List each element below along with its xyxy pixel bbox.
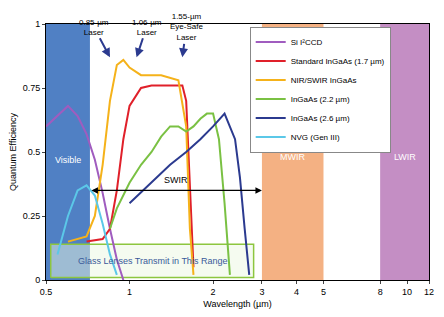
svg-text:NIR/SWIR InGaAs: NIR/SWIR InGaAs bbox=[291, 76, 357, 85]
svg-text:InGaAs (2.2 µm): InGaAs (2.2 µm) bbox=[291, 95, 350, 104]
svg-text:1: 1 bbox=[127, 287, 132, 297]
svg-text:1.06-µmLaser: 1.06-µmLaser bbox=[132, 18, 162, 37]
svg-text:SWIR: SWIR bbox=[164, 175, 188, 185]
svg-text:12: 12 bbox=[424, 287, 434, 297]
svg-text:InGaAs (2.6 µm): InGaAs (2.6 µm) bbox=[291, 114, 350, 123]
svg-text:0.5: 0.5 bbox=[28, 147, 41, 157]
svg-text:Glass Lenses Transmit in This: Glass Lenses Transmit in This Range bbox=[78, 256, 227, 266]
svg-text:LWIR: LWIR bbox=[394, 152, 416, 162]
svg-text:Visible: Visible bbox=[55, 155, 81, 165]
svg-text:10: 10 bbox=[402, 287, 412, 297]
svg-text:1: 1 bbox=[35, 19, 40, 29]
svg-text:0: 0 bbox=[35, 275, 40, 285]
svg-text:Wavelength (µm): Wavelength (µm) bbox=[203, 299, 271, 309]
svg-text:0.5: 0.5 bbox=[40, 287, 53, 297]
svg-text:0.75: 0.75 bbox=[23, 83, 41, 93]
svg-text:5: 5 bbox=[321, 287, 326, 297]
svg-text:Quantum Efficiency: Quantum Efficiency bbox=[8, 113, 18, 191]
svg-text:MWIR: MWIR bbox=[280, 152, 305, 162]
svg-text:0.25: 0.25 bbox=[23, 211, 41, 221]
svg-text:1.55-µmEye-SafeLaser: 1.55-µmEye-SafeLaser bbox=[170, 12, 203, 42]
svg-text:8: 8 bbox=[378, 287, 383, 297]
svg-text:2: 2 bbox=[211, 287, 216, 297]
svg-text:3: 3 bbox=[259, 287, 264, 297]
svg-text:NVG (Gen III): NVG (Gen III) bbox=[291, 133, 340, 142]
svg-text:Si I²CCD: Si I²CCD bbox=[291, 38, 323, 47]
svg-text:Standard InGaAs (1.7 µm): Standard InGaAs (1.7 µm) bbox=[291, 57, 385, 66]
svg-text:0.85-µmLaser: 0.85-µmLaser bbox=[79, 18, 109, 37]
svg-text:4: 4 bbox=[294, 287, 299, 297]
